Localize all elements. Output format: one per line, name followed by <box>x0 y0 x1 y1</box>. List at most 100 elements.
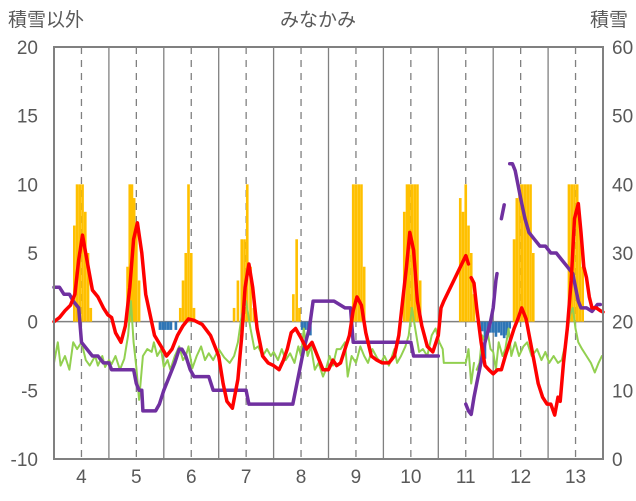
precipitation-bar <box>89 307 93 322</box>
negative-bar <box>303 321 307 330</box>
precipitation-bar <box>515 198 519 322</box>
left-tick-label: 20 <box>17 38 38 59</box>
negative-bar <box>306 321 309 330</box>
precipitation-bar <box>418 280 422 322</box>
x-tick-label: 10 <box>400 467 421 488</box>
other-series-line <box>475 306 604 374</box>
snow-depth-line <box>52 285 441 413</box>
negative-bar <box>164 321 167 330</box>
precipitation-bar <box>362 266 366 322</box>
gridlines <box>53 47 603 459</box>
temperature-line <box>52 221 471 410</box>
negative-bar <box>174 321 178 330</box>
negative-bar <box>505 321 509 336</box>
precipitation-bar <box>567 184 571 322</box>
left-tick-label: 0 <box>27 313 38 334</box>
snow-depth-line <box>499 203 506 221</box>
precipitation-bar <box>458 198 462 322</box>
negative-bar <box>169 321 173 330</box>
precipitation-bar <box>464 184 468 322</box>
precipitation-bar <box>360 184 363 322</box>
precipitation-bar <box>83 211 87 322</box>
precipitation-bar <box>531 253 535 322</box>
right-tick-label: 0 <box>612 450 623 471</box>
precipitation-bar <box>295 239 298 322</box>
right-tick-label: 30 <box>612 244 633 265</box>
right-tick-label: 50 <box>612 107 633 128</box>
precipitation-bar <box>402 211 406 322</box>
precipitation-bar <box>245 184 249 322</box>
precipitation-bar <box>357 184 361 322</box>
left-tick-label: 15 <box>17 107 38 128</box>
precipitation-bar <box>512 239 516 322</box>
negative-bar <box>300 321 304 330</box>
right-axis-ticks: 60 50 40 30 20 10 0 <box>612 38 633 471</box>
left-axis-ticks: 20 15 10 5 0 -5 -10 <box>11 38 38 471</box>
precipitation-bar <box>81 184 84 322</box>
precipitation-bar <box>187 184 190 322</box>
precipitation-bar <box>518 184 521 322</box>
precipitation-bar <box>575 184 579 322</box>
x-tick-label: 6 <box>186 467 197 488</box>
precipitation-bar <box>75 184 79 322</box>
precipitation-bar <box>181 280 185 322</box>
precipitation-bar <box>573 184 576 322</box>
precipitation-bar <box>526 184 530 322</box>
right-axis-title: 積雪 <box>590 9 628 31</box>
negative-bar <box>502 321 506 339</box>
precipitation-bar <box>72 225 76 322</box>
negative-bar <box>166 321 170 330</box>
negative-bar <box>508 321 511 329</box>
chart-title: みなかみ <box>280 9 356 31</box>
x-tick-label: 11 <box>456 467 476 488</box>
negative-bar <box>500 321 503 336</box>
left-tick-label: -10 <box>11 450 38 471</box>
right-tick-label: 60 <box>612 38 633 59</box>
precipitation-bar <box>249 266 252 322</box>
precipitation-bar <box>467 225 470 322</box>
precipitation-bar <box>410 184 414 322</box>
x-tick-label: 13 <box>565 467 586 488</box>
plot-area-frame <box>53 46 604 460</box>
left-tick-label: 5 <box>27 244 38 265</box>
x-tick-label: 8 <box>296 467 307 488</box>
precipitation-bar <box>298 307 301 322</box>
precipitation-bar <box>472 294 476 322</box>
negative-bar <box>497 321 501 333</box>
negative-bar <box>494 321 498 337</box>
precipitation-bar <box>240 239 244 322</box>
precipitation-bar <box>581 266 585 322</box>
series-lines <box>52 161 605 417</box>
x-tick-label: 9 <box>351 467 362 488</box>
right-tick-label: 20 <box>612 313 633 334</box>
precipitation-bar <box>178 307 182 322</box>
precipitation-bar <box>232 307 236 322</box>
precipitation-bar <box>252 307 256 322</box>
precipitation-bar <box>86 253 90 322</box>
x-tick-label: 12 <box>510 467 531 488</box>
precipitation-bar <box>128 184 132 322</box>
x-axis-ticks: 4 5 6 7 8 9 10 11 12 13 <box>76 467 586 488</box>
precipitation-bar <box>292 294 295 322</box>
precipitation-bar <box>578 225 582 322</box>
precipitation-bar <box>520 184 524 322</box>
right-tick-label: 40 <box>612 175 633 196</box>
precipitation-bar <box>354 184 358 322</box>
precipitation-bar <box>137 280 141 322</box>
temperature-line <box>469 201 605 417</box>
precipitation-bar <box>135 225 138 322</box>
right-tick-label: 10 <box>612 381 633 402</box>
precipitation-bar <box>529 184 532 322</box>
left-tick-label: -5 <box>21 381 38 402</box>
precipitation-bar <box>351 184 355 322</box>
precipitation-bar <box>192 307 196 322</box>
x-tick-label: 4 <box>76 467 87 488</box>
precipitation-bar <box>236 280 240 322</box>
x-tick-label: 7 <box>241 467 252 488</box>
left-axis-title: 積雪以外 <box>8 9 84 31</box>
negative-bar <box>158 321 162 330</box>
x-tick-label: 5 <box>131 467 142 488</box>
snow-depth-line <box>507 161 603 314</box>
negative-bar <box>480 321 484 332</box>
